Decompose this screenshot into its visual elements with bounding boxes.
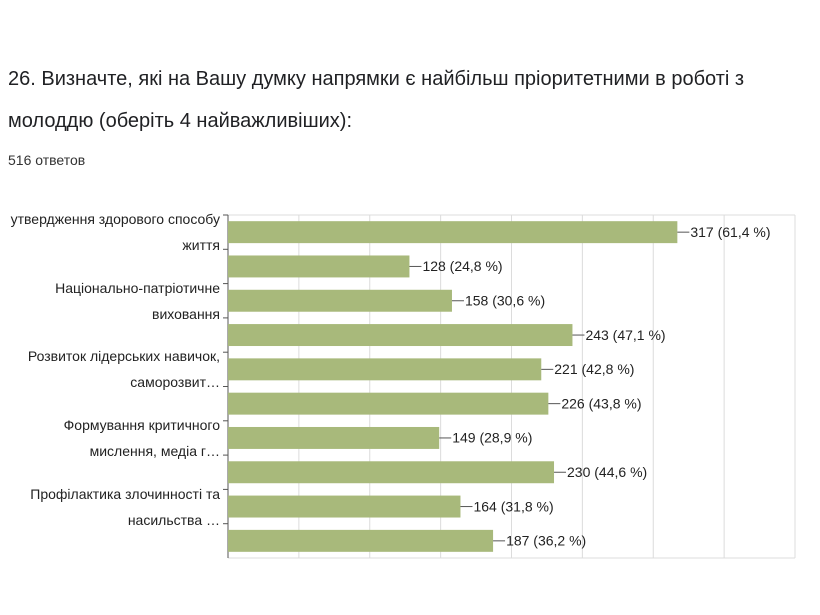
value-label: 158 (30,6 %): [465, 292, 545, 308]
bar: [228, 255, 410, 278]
value-label: 221 (42,8 %): [554, 361, 634, 377]
value-label: 164 (31,8 %): [473, 498, 553, 514]
y-tick-label: утвердження здорового способу життя: [10, 211, 220, 254]
value-label: 187 (36,2 %): [506, 533, 586, 549]
bar: [228, 289, 452, 312]
y-tick-label: Розвиток лідерських навичок, саморозвит…: [27, 348, 220, 391]
bar: [228, 392, 549, 415]
bar: [228, 358, 542, 381]
y-tick-label: Формування критичного мислення, медіа г…: [63, 416, 220, 459]
value-label: 243 (47,1 %): [585, 327, 665, 343]
value-label: 317 (61,4 %): [690, 224, 770, 240]
y-tick-label: Профілактика злочинності та насильства …: [30, 485, 220, 528]
bar: [228, 461, 555, 484]
bar: [228, 324, 573, 347]
bar: [228, 221, 678, 244]
value-label: 230 (44,6 %): [567, 464, 647, 480]
chart-title: 26. Визначте, які на Вашу думку напрямки…: [8, 68, 745, 132]
bar: [228, 426, 440, 449]
value-label: 149 (28,9 %): [452, 430, 532, 446]
y-tick-label: Національно-патріотичне виховання: [55, 279, 220, 322]
chart-subtitle: 516 ответов: [8, 152, 86, 168]
value-label: 226 (43,8 %): [561, 395, 641, 411]
bar: [228, 529, 494, 552]
bar: [228, 495, 461, 518]
value-label: 128 (24,8 %): [422, 258, 502, 274]
